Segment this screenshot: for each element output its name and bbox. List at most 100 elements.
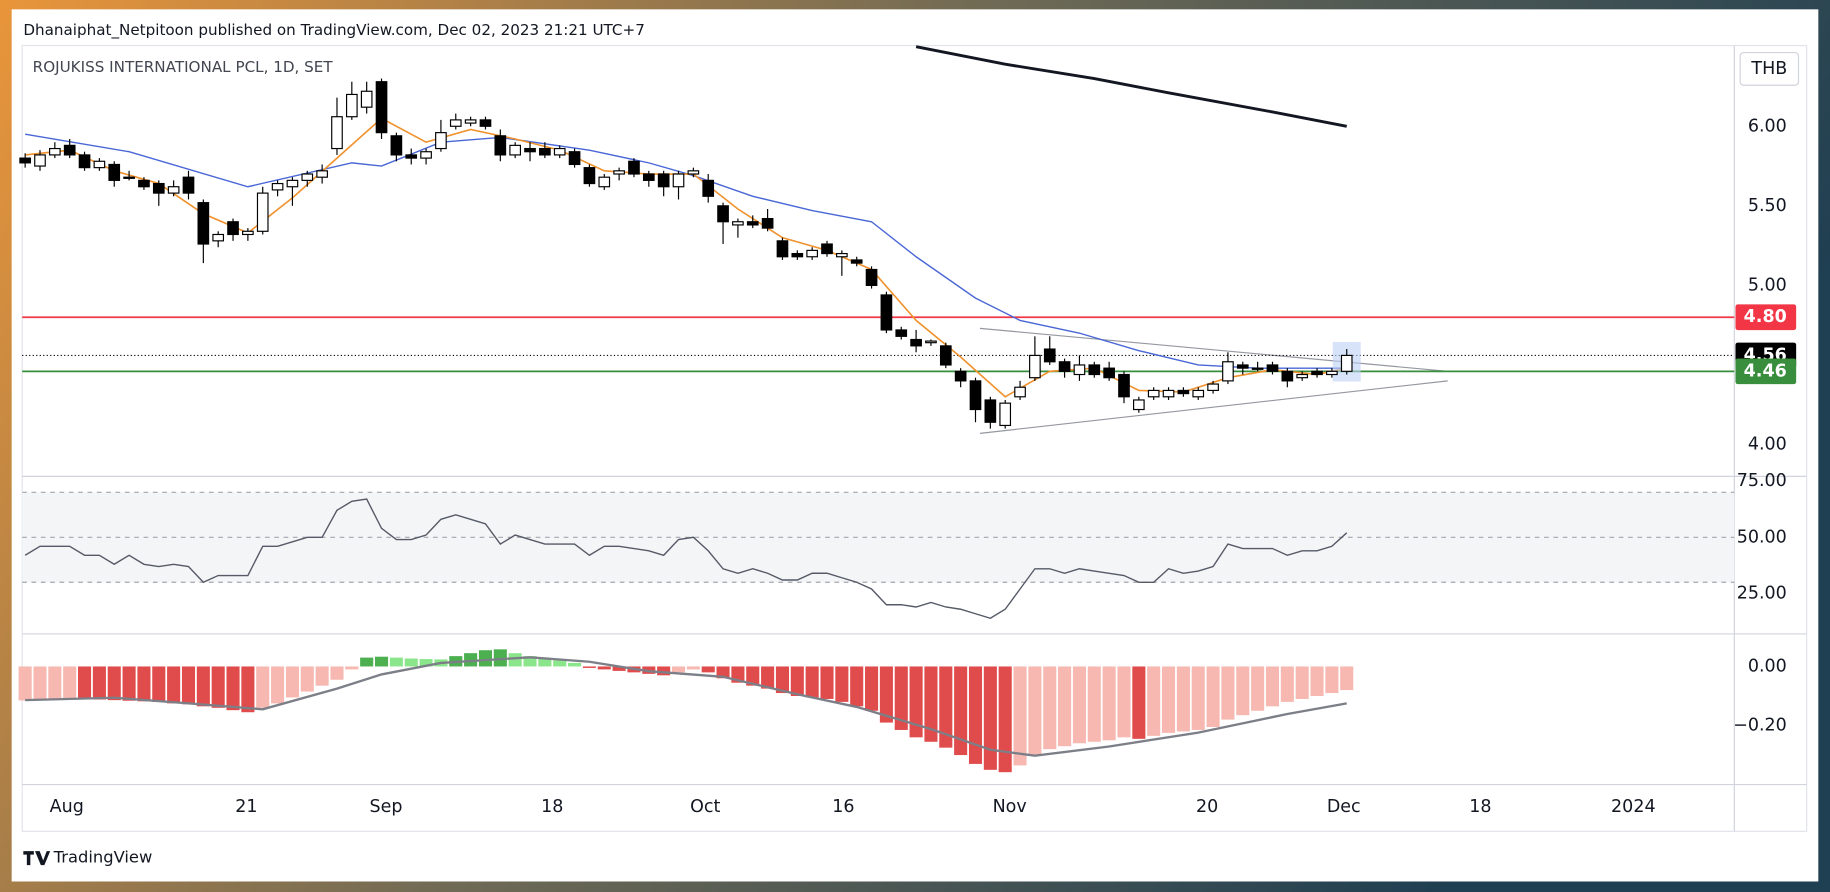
- candle-body: [761, 217, 774, 229]
- candle-body: [331, 116, 343, 150]
- candle-body: [1236, 364, 1249, 369]
- candle-body: [925, 340, 937, 344]
- candle-body: [598, 176, 611, 188]
- x-tick-label: 2024: [1611, 797, 1656, 817]
- logo-mark: [23, 851, 51, 866]
- candle-body: [1266, 364, 1279, 372]
- histogram-bar: [226, 666, 240, 711]
- candle-body: [821, 243, 833, 255]
- histogram-bar: [63, 666, 77, 699]
- candle-body: [271, 182, 284, 191]
- histogram-bar: [909, 666, 923, 738]
- candle-body: [449, 119, 462, 127]
- candle-body: [746, 221, 759, 226]
- chart-border: [21, 44, 1808, 832]
- candle-body: [286, 179, 299, 188]
- histogram-bar: [1176, 666, 1190, 732]
- candle-body: [1014, 386, 1026, 398]
- candle-body: [1147, 389, 1160, 398]
- histogram-bar: [686, 666, 700, 670]
- x-tick-label: 21: [235, 797, 257, 817]
- rsi-band: [22, 492, 1735, 583]
- candle-body: [836, 252, 848, 258]
- histogram-bar: [315, 666, 329, 686]
- histogram-bar: [805, 666, 819, 698]
- candle-body: [345, 93, 358, 118]
- histogram-bar: [122, 666, 136, 701]
- histogram-bar: [1191, 666, 1205, 730]
- x-tick-label: 18: [541, 797, 563, 817]
- histogram-bar: [954, 666, 968, 756]
- candle-body: [613, 170, 625, 175]
- candle-body: [49, 147, 61, 156]
- candle-body: [687, 170, 700, 175]
- candle-body: [524, 147, 536, 153]
- histogram-bar: [1147, 666, 1161, 736]
- candle-body: [1088, 364, 1101, 376]
- candle-body: [138, 179, 150, 188]
- histogram-bar: [1325, 666, 1339, 694]
- histogram-bar: [775, 666, 789, 694]
- y-tick-label: 50.00: [1737, 527, 1787, 547]
- histogram-bar: [523, 656, 537, 667]
- histogram-bar: [48, 666, 62, 699]
- histogram-bar: [478, 650, 493, 667]
- histogram-bar: [181, 666, 196, 705]
- candle-body: [776, 240, 789, 258]
- candle-body: [1177, 389, 1190, 395]
- candle-body: [78, 154, 91, 169]
- histogram-bar: [404, 658, 418, 667]
- candle-body: [108, 163, 121, 181]
- histogram-bar: [1206, 666, 1220, 727]
- candle-body: [732, 221, 744, 226]
- histogram-bar: [850, 666, 864, 707]
- histogram-bar: [716, 666, 730, 679]
- candle-body: [984, 399, 997, 423]
- candle-body: [420, 151, 432, 159]
- candle-body: [568, 151, 581, 166]
- histogram-bar: [701, 666, 715, 673]
- candle-body: [583, 167, 596, 185]
- candle-body: [791, 252, 804, 258]
- candle-body: [539, 147, 551, 156]
- histogram-bar: [167, 666, 181, 704]
- candle-body: [939, 345, 952, 366]
- candle-body: [34, 154, 46, 167]
- histogram-bar: [553, 660, 567, 667]
- histogram-bar: [152, 666, 166, 702]
- histogram-bar: [790, 666, 804, 696]
- histogram-bar: [612, 666, 626, 671]
- brand-logo: [23, 851, 51, 866]
- histogram-bar: [345, 666, 359, 670]
- histogram-bar: [1132, 666, 1146, 739]
- histogram-bar: [137, 666, 151, 702]
- candle-body: [1311, 370, 1323, 376]
- candle-body: [63, 144, 76, 156]
- candle-body: [479, 119, 492, 127]
- histogram-bar: [211, 666, 225, 708]
- rsi-line: [24, 498, 1348, 619]
- candle-body: [464, 119, 477, 124]
- currency-box: [1739, 51, 1800, 86]
- histogram-bar: [1280, 666, 1294, 702]
- histogram-bar: [493, 649, 507, 667]
- histogram-bar: [671, 666, 686, 673]
- level-label: 4.80: [1744, 307, 1787, 327]
- signal-line: [25, 656, 1347, 757]
- candle-body: [1073, 364, 1086, 376]
- histogram-bar: [597, 666, 611, 670]
- candle-body: [494, 135, 507, 156]
- candle-body: [954, 370, 967, 382]
- histogram-bar: [92, 666, 106, 700]
- candle-body: [1192, 389, 1205, 398]
- histogram-bar: [1043, 666, 1057, 750]
- histogram-bar: [939, 666, 953, 748]
- histogram-bar: [1162, 666, 1176, 733]
- candle-body: [657, 173, 670, 188]
- histogram-bar: [1251, 666, 1265, 711]
- histogram-bar: [538, 658, 552, 667]
- histogram-bar: [271, 666, 285, 704]
- histogram-bar: [1310, 666, 1324, 696]
- brand: TradingView: [53, 848, 153, 867]
- candle-body: [123, 176, 135, 179]
